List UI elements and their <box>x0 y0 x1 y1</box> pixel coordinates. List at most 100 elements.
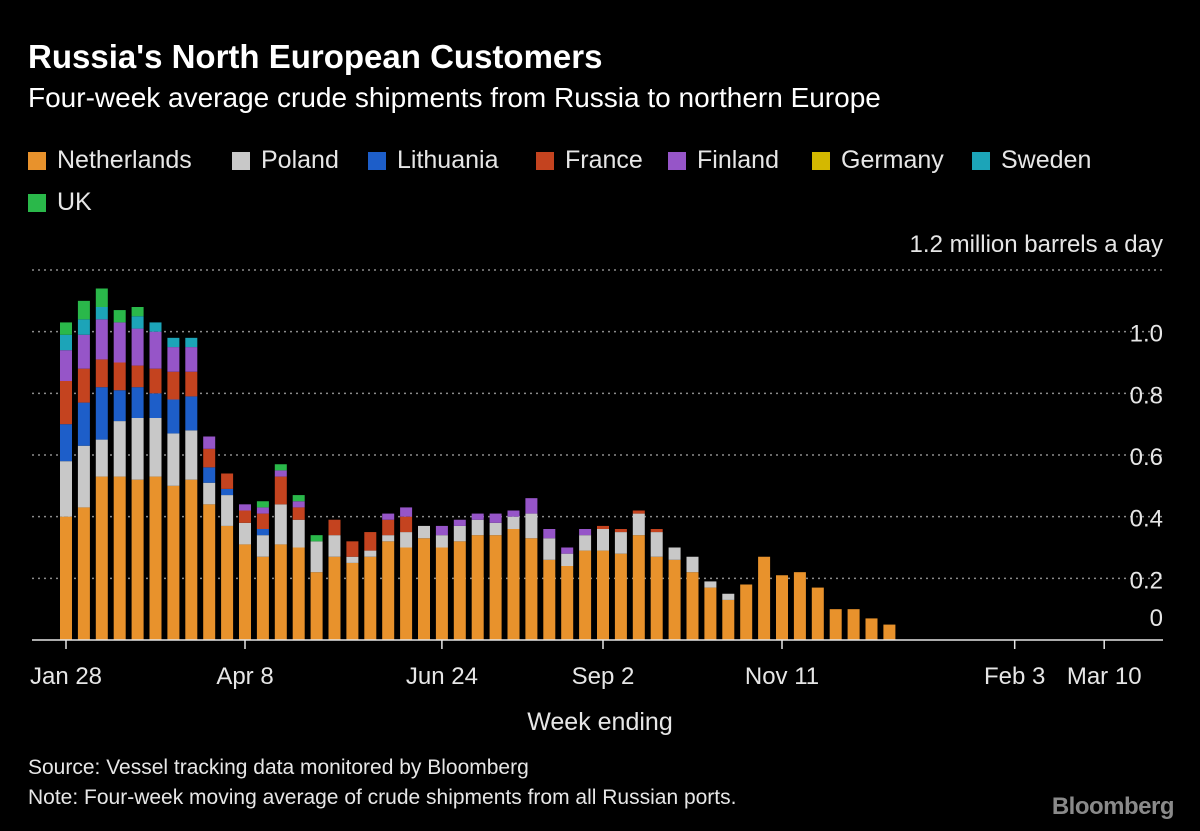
bar-segment-poland <box>471 519 484 536</box>
bar-segment-poland <box>149 418 162 477</box>
bar-segment-netherlands <box>364 556 377 640</box>
legend-swatch <box>536 151 554 170</box>
bar-segment-poland <box>203 482 216 505</box>
legend-item-poland: Poland <box>232 146 339 175</box>
legend-item-sweden: Sweden <box>972 146 1091 175</box>
chart-subtitle: Four-week average crude shipments from R… <box>28 82 881 113</box>
legend-label: France <box>565 146 643 174</box>
bar-segment-netherlands <box>453 541 466 640</box>
bar-segment-uk <box>256 501 269 508</box>
legend-swatch <box>368 151 386 170</box>
bar-segment-uk <box>113 310 126 323</box>
bar-segment-netherlands <box>543 559 556 640</box>
legend-item-germany: Germany <box>812 146 944 175</box>
bar-segment-france <box>203 448 216 468</box>
bar-segment-finland <box>149 331 162 369</box>
bar-segment-poland <box>453 525 466 542</box>
legend-item-france: France <box>536 146 643 175</box>
y-tick-label: 1.0 <box>1130 321 1163 348</box>
bar-segment-france <box>60 381 72 425</box>
bar-segment-finland <box>400 507 413 517</box>
legend-swatch <box>232 151 250 170</box>
bar-segment-uk <box>131 307 144 317</box>
bar-segment-netherlands <box>418 538 430 640</box>
bar-segment-poland <box>632 513 645 536</box>
bar-segment-poland <box>113 421 126 477</box>
bar-segment-netherlands <box>131 479 144 640</box>
y-tick-label: 0.4 <box>1130 506 1163 533</box>
bar-segment-poland <box>686 556 699 573</box>
legend-swatch <box>668 151 686 170</box>
bar-segment-netherlands <box>561 566 574 640</box>
bar-segment-netherlands <box>328 556 341 640</box>
bar-segment-finland <box>60 350 72 381</box>
y-tick-label: 0.2 <box>1130 567 1163 594</box>
bar-segment-finland <box>131 328 144 366</box>
bar-segment-netherlands <box>77 507 90 640</box>
bar-segment-netherlands <box>400 547 413 640</box>
bar-segment-netherlands <box>382 541 395 640</box>
x-axis-title: Week ending <box>527 708 672 736</box>
source-note: Source: Vessel tracking data monitored b… <box>28 756 529 779</box>
unit-label: 1.2 million barrels a day <box>910 231 1163 258</box>
bar-segment-poland <box>274 504 287 545</box>
bar-segment-netherlands <box>865 618 878 640</box>
bars <box>60 288 896 640</box>
bar-segment-france <box>328 519 341 536</box>
legend-swatch <box>28 151 46 170</box>
bar-segment-netherlands <box>632 535 645 640</box>
bar-segment-finland <box>167 347 180 372</box>
bar-segment-france <box>256 513 269 529</box>
bar-segment-poland <box>435 535 448 548</box>
x-tick-label: Sep 2 <box>572 663 635 690</box>
legend-label: Finland <box>697 146 779 174</box>
bar-segment-finland <box>435 525 448 536</box>
bar-segment-lithuania <box>221 488 234 496</box>
bar-segment-france <box>614 529 627 533</box>
bar-segment-lithuania <box>77 402 90 446</box>
bar-segment-finland <box>256 507 269 514</box>
bar-segment-sweden <box>149 322 162 332</box>
bar-segment-netherlands <box>346 562 359 640</box>
legend-label: Netherlands <box>57 146 192 174</box>
bar-segment-poland <box>489 522 502 536</box>
legend-label: Lithuania <box>397 146 499 174</box>
bar-segment-netherlands <box>686 572 699 640</box>
bar-segment-finland <box>579 529 592 536</box>
legend-item-finland: Finland <box>668 146 779 175</box>
bar-segment-france <box>274 476 287 505</box>
legend-item-lithuania: Lithuania <box>368 146 498 175</box>
bar-segment-lithuania <box>131 387 144 418</box>
bar-segment-finland <box>185 347 198 372</box>
x-tick-label: Apr 8 <box>216 663 273 690</box>
bar-segment-uk <box>310 535 323 542</box>
bar-segment-sweden <box>60 334 72 351</box>
bar-segment-poland <box>382 535 395 542</box>
bar-segment-poland <box>418 525 430 539</box>
bar-segment-poland <box>525 513 538 539</box>
bar-segment-lithuania <box>149 393 162 418</box>
axes: 0 0.2 0.4 0.6 0.8 1.0 1.2 million barrels a da… <box>30 231 1163 736</box>
legend-swatch <box>812 151 830 170</box>
bar-segment-netherlands <box>256 556 269 640</box>
bar-segment-finland <box>274 470 287 477</box>
bar-segment-finland <box>382 513 395 520</box>
bar-segment-netherlands <box>525 538 538 640</box>
bar-segment-finland <box>203 436 216 449</box>
bar-segment-netherlands <box>614 553 627 640</box>
bar-segment-poland <box>579 535 592 551</box>
bar-segment-france <box>149 368 162 394</box>
bar-segment-lithuania <box>167 399 180 434</box>
bar-segment-poland <box>346 556 359 563</box>
bar-segment-france <box>95 359 108 388</box>
bar-segment-france <box>167 371 180 400</box>
bar-segment-netherlands <box>292 547 305 640</box>
bar-segment-netherlands <box>113 476 126 640</box>
x-tick-label: Jun 24 <box>406 663 478 690</box>
legend-item-uk: UK <box>28 188 92 217</box>
bar-segment-netherlands <box>704 587 717 640</box>
bar-segment-poland <box>292 519 305 548</box>
bar-segment-finland <box>489 513 502 523</box>
bar-segment-netherlands <box>310 572 323 640</box>
bar-segment-netherlands <box>274 544 287 640</box>
